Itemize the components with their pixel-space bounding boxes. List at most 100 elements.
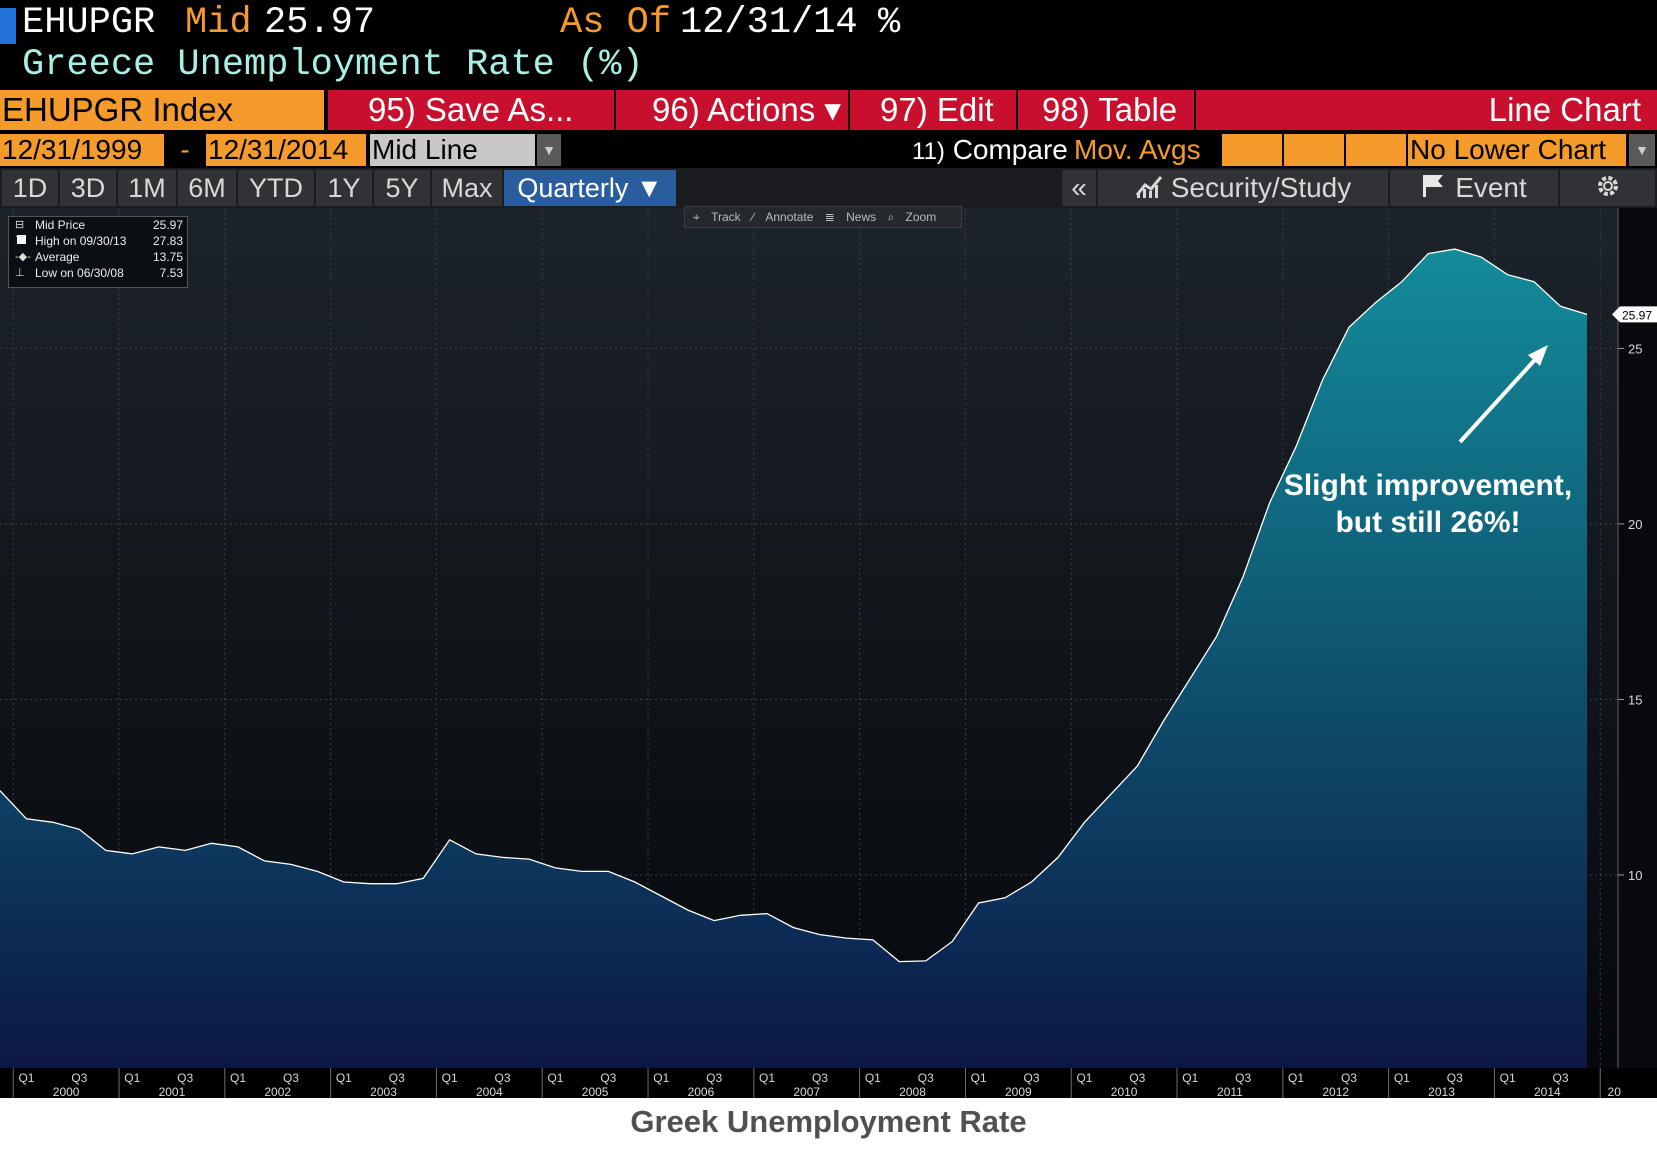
x-year-label: 2008 — [899, 1085, 926, 1098]
x-quarter-label: Q1 — [1500, 1071, 1516, 1085]
track-label: Track — [711, 210, 741, 224]
legend-value: 7.53 — [159, 266, 183, 280]
compare-button[interactable]: 11) Compare — [912, 134, 1068, 166]
settings-button[interactable] — [1560, 170, 1655, 206]
chart-legend[interactable]: ⊟ Mid Price 25.97 ⊤ High on 09/30/13 27.83… — [8, 216, 188, 288]
tab-quarterly[interactable]: Quarterly ▼ — [504, 170, 676, 206]
study-slot[interactable] — [1346, 134, 1406, 166]
legend-row-high: High on 09/30/13 27.83 — [35, 233, 183, 249]
annotate-label: Annotate — [765, 210, 814, 224]
line-mode-select[interactable]: Mid Line — [370, 134, 535, 166]
legend-label: Low on 06/30/08 — [35, 266, 124, 280]
news-tool[interactable]: ≣ News — [824, 210, 877, 224]
x-quarter-label: Q1 — [442, 1071, 458, 1085]
x-quarter-label: Q1 — [336, 1071, 352, 1085]
actions-button[interactable]: 96) Actions ▾ — [616, 90, 848, 130]
x-year-label: 20 — [1608, 1085, 1622, 1098]
lower-chart-select[interactable]: No Lower Chart — [1408, 134, 1626, 166]
x-year-label: 2001 — [159, 1085, 186, 1098]
y-tick-label: 25 — [1628, 341, 1642, 356]
x-quarter-label: Q3 — [1341, 1071, 1357, 1085]
legend-square-icon: ⊟ — [15, 217, 31, 244]
x-year-label: 2014 — [1534, 1085, 1561, 1098]
tab-3d[interactable]: 3D — [60, 170, 116, 206]
table-button[interactable]: 98) Table — [1018, 90, 1194, 130]
tab-6m[interactable]: 6M — [178, 170, 236, 206]
toolbar-filler — [1196, 90, 1657, 130]
x-quarter-label: Q3 — [1553, 1071, 1569, 1085]
legend-label: Average — [35, 250, 80, 264]
chevron-down-icon[interactable]: ▼ — [537, 134, 561, 166]
annotation-arrow-shaft — [1458, 350, 1544, 444]
x-quarter-label: Q1 — [230, 1071, 246, 1085]
x-quarter-label: Q1 — [1182, 1071, 1198, 1085]
x-year-label: 2006 — [688, 1085, 715, 1098]
x-quarter-label: Q1 — [653, 1071, 669, 1085]
as-of-label: As Of — [560, 2, 672, 44]
annotation-arrow-head — [1528, 345, 1548, 366]
chevron-down-icon[interactable]: ▼ — [1629, 134, 1655, 166]
security-study-button[interactable]: Security/Study — [1098, 170, 1388, 206]
tab-ytd[interactable]: YTD — [238, 170, 314, 206]
save-as-button[interactable]: 95) Save As... — [328, 90, 614, 130]
last-value-tag — [1612, 306, 1657, 323]
x-year-label: 2000 — [53, 1085, 80, 1098]
chart-type-label[interactable]: Line Chart — [1488, 91, 1641, 128]
x-quarter-label: Q3 — [1129, 1071, 1145, 1085]
y-tick-label: 10 — [1628, 868, 1642, 883]
compare-label: Compare — [952, 134, 1068, 165]
last-value-label: 25.97 — [1622, 308, 1652, 322]
legend-value: 25.97 — [152, 218, 183, 232]
tab-1y[interactable]: 1Y — [316, 170, 372, 206]
start-date-field[interactable]: 12/31/1999 — [0, 134, 164, 166]
chart-up-icon — [1135, 172, 1165, 208]
annotation: Slight improvement, but still 26%! — [1284, 345, 1572, 539]
zoom-label: Zoom — [905, 210, 937, 224]
ticker-symbol: EHUPGR — [22, 2, 156, 44]
y-axis-panel — [1618, 208, 1657, 1068]
legend-label: High on 09/30/13 — [35, 234, 127, 248]
tab-5y[interactable]: 5Y — [374, 170, 430, 206]
series-line — [0, 248, 1588, 963]
y-axis: 10 15 20 25 25.97 — [1612, 306, 1657, 883]
legend-row-average: Average 13.75 — [35, 249, 183, 265]
x-axis-panel — [0, 1068, 1657, 1098]
mov-avgs-button[interactable]: Mov. Avgs — [1074, 134, 1201, 165]
tab-max[interactable]: Max — [432, 170, 502, 206]
annotation-line-2: but still 26%! — [1335, 506, 1520, 539]
x-year-label: 2004 — [476, 1085, 503, 1098]
index-field[interactable]: EHUPGR Index — [0, 90, 324, 130]
annotation-line-1: Slight improvement, — [1284, 469, 1572, 502]
annotate-tool[interactable]: ∕ Annotate — [752, 210, 814, 224]
y-tick-label: 15 — [1628, 692, 1642, 707]
x-quarter-label: Q3 — [495, 1071, 511, 1085]
as-of-value: 12/31/14 — [680, 2, 858, 44]
legend-value: 27.83 — [152, 234, 183, 248]
range-bar: 12/31/1999 - 12/31/2014 Mid Line ▼ 11) C… — [0, 132, 1657, 168]
study-slot[interactable] — [1222, 134, 1282, 166]
edit-button[interactable]: 97) Edit ▾ — [850, 90, 1016, 168]
x-year-label: 2012 — [1322, 1085, 1349, 1098]
tab-1m[interactable]: 1M — [118, 170, 176, 206]
x-quarter-label: Q3 — [918, 1071, 934, 1085]
collapse-button[interactable]: « — [1062, 170, 1096, 206]
x-quarter-label: Q3 — [1447, 1071, 1463, 1085]
event-button[interactable]: Event — [1390, 170, 1558, 206]
study-slot[interactable] — [1284, 134, 1344, 166]
end-date-field[interactable]: 12/31/2014 — [206, 134, 366, 166]
x-quarter-label: Q1 — [971, 1071, 987, 1085]
chart-caption: Greek Unemployment Rate — [630, 1104, 1027, 1139]
track-tool[interactable]: ⌖ Track — [693, 210, 741, 224]
x-quarter-label: Q3 — [1024, 1071, 1040, 1085]
zoom-tool[interactable]: ⌕ Zoom — [887, 210, 937, 224]
series-area — [0, 249, 1587, 1069]
tab-1d[interactable]: 1D — [2, 170, 58, 206]
x-quarter-label: Q3 — [389, 1071, 405, 1085]
x-quarter-label: Q1 — [124, 1071, 140, 1085]
average-marker-icon: -◆- — [15, 251, 31, 263]
x-year-label: 2011 — [1217, 1085, 1243, 1098]
low-marker-icon: ⊥ — [15, 267, 25, 279]
mid-value: 25.97 — [264, 2, 376, 44]
x-quarter-label: Q3 — [600, 1071, 616, 1085]
